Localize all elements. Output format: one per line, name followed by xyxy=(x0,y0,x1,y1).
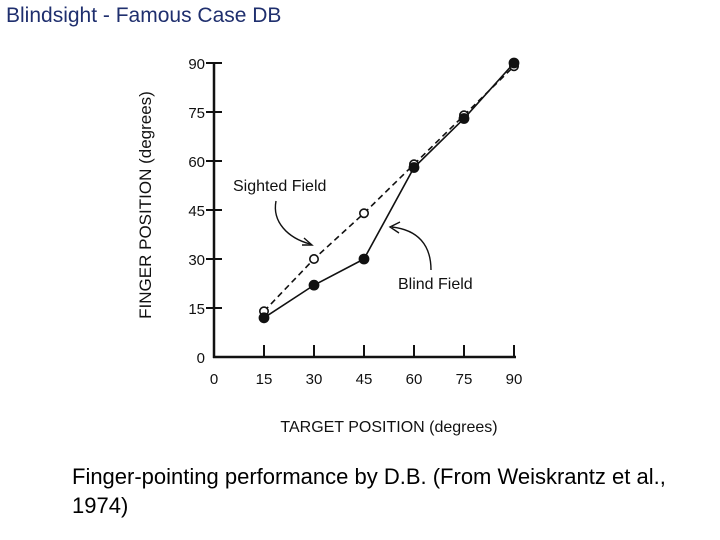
sighted-field-point xyxy=(358,208,369,219)
blind-field-point xyxy=(358,253,370,265)
y-tick-label: 45 xyxy=(188,203,205,220)
x-tick-label: 30 xyxy=(306,371,323,388)
y-tick-label: 75 xyxy=(188,105,205,122)
blind-field-annotation: Blind Field xyxy=(398,276,473,293)
x-tick-label: 75 xyxy=(456,371,473,388)
y-tick-label: 60 xyxy=(188,154,205,171)
x-tick-label: 0 xyxy=(210,371,218,388)
y-tick-label: 30 xyxy=(188,252,205,269)
y-axis-label: FINGER POSITION (degrees) xyxy=(136,91,155,319)
x-tick-label: 45 xyxy=(356,371,373,388)
x-tick-label: 15 xyxy=(256,371,273,388)
figure-caption: Finger-pointing performance by D.B. (Fro… xyxy=(72,464,666,518)
x-tick-label: 60 xyxy=(406,371,423,388)
x-axis-label: TARGET POSITION (degrees) xyxy=(280,419,497,436)
chart: 0 15 30 45 60 75 90 0 15 30 45 60 75 90 FINGER POSIT… xyxy=(136,56,523,436)
y-tick-label: 90 xyxy=(188,56,205,73)
sighted-field-annotation: Sighted Field xyxy=(233,178,326,195)
blind-field-point xyxy=(508,57,520,69)
blind-field-point xyxy=(258,312,270,324)
blind-field-point xyxy=(308,279,320,291)
sighted-field-line xyxy=(263,65,515,312)
blind-field-point xyxy=(458,113,470,124)
sighted-field-arrowhead xyxy=(302,237,314,246)
x-tick-label: 90 xyxy=(506,371,523,388)
blind-field-point xyxy=(408,162,420,173)
blind-field-arrow xyxy=(391,226,432,271)
y-tick-label: 15 xyxy=(188,301,205,318)
slide-title: Blindsight - Famous Case DB xyxy=(6,4,282,27)
sighted-field-arrow xyxy=(274,200,311,245)
y-ticks: 0 15 30 45 60 75 90 xyxy=(188,56,222,367)
y-tick-label: 0 xyxy=(197,350,205,367)
series-layer xyxy=(258,57,520,324)
x-ticks: 0 15 30 45 60 75 90 xyxy=(210,345,523,388)
sighted-field-point xyxy=(308,254,319,265)
blind-field-line xyxy=(263,62,515,319)
blind-field-arrowhead xyxy=(388,221,401,234)
